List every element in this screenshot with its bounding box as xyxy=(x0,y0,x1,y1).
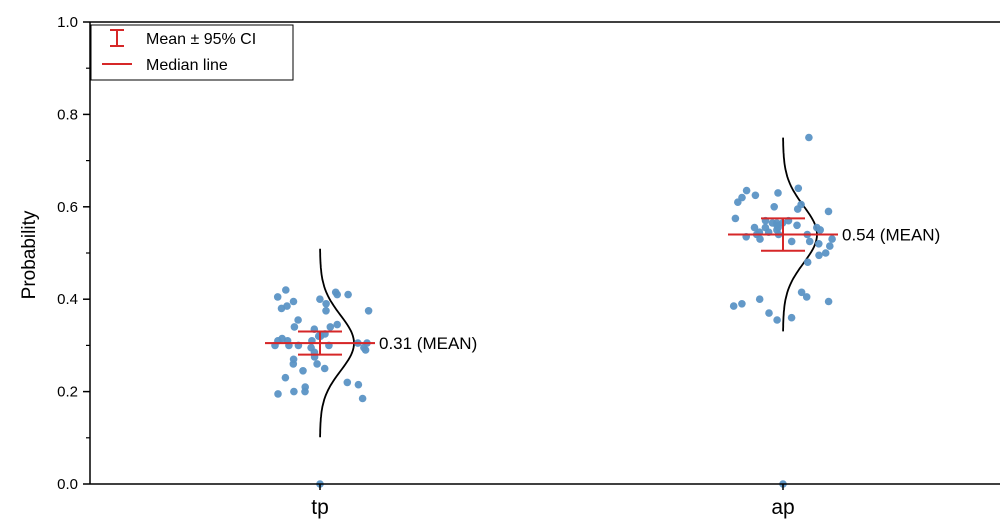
data-point-tp xyxy=(273,293,282,301)
data-point-tp xyxy=(281,373,290,382)
data-point-tp xyxy=(299,367,307,375)
y-tick-label: 0.8 xyxy=(57,106,78,123)
data-point-tp xyxy=(274,390,282,398)
data-point-ap xyxy=(815,240,823,248)
data-point-tp xyxy=(358,394,367,403)
data-point-ap xyxy=(797,288,806,297)
y-tick-label: 1.0 xyxy=(57,14,78,31)
data-point-ap xyxy=(729,302,738,310)
data-point-tp xyxy=(283,302,291,310)
data-point-tp xyxy=(294,316,302,324)
data-point-ap xyxy=(794,184,803,193)
data-point-tp xyxy=(322,307,330,315)
y-tick-label: 0.6 xyxy=(57,199,78,216)
y-tick-label: 0.2 xyxy=(57,384,78,401)
data-point-ap xyxy=(805,237,814,246)
data-point-ap xyxy=(826,242,834,250)
y-tick-label: 0.0 xyxy=(57,476,78,493)
data-point-ap xyxy=(755,295,764,304)
data-point-ap xyxy=(824,297,833,306)
mean-label-tp: 0.31 (MEAN) xyxy=(379,334,477,353)
data-point-tp xyxy=(301,387,309,396)
data-point-ap xyxy=(768,219,777,227)
data-point-tp xyxy=(320,364,329,373)
data-point-tp xyxy=(290,323,299,331)
data-point-tp xyxy=(322,300,330,308)
x-tick-label: ap xyxy=(771,496,794,519)
data-point-ap xyxy=(803,258,812,267)
data-point-tp xyxy=(278,334,286,343)
data-point-tp xyxy=(289,355,298,364)
data-point-tp xyxy=(364,307,373,315)
data-point-ap xyxy=(731,214,740,223)
data-point-ap xyxy=(802,293,811,301)
data-point-ap xyxy=(756,235,764,243)
data-point-ap xyxy=(793,205,802,213)
data-point-ap xyxy=(742,186,751,195)
legend-item-mean-ci: Mean ± 95% CI xyxy=(146,31,256,48)
x-tick-label: tp xyxy=(311,496,329,519)
data-point-tp xyxy=(344,290,352,299)
data-point-tp xyxy=(289,297,298,306)
data-point-tp xyxy=(282,286,290,294)
legend: Mean ± 95% CI Median line xyxy=(90,24,294,81)
data-point-tp xyxy=(326,323,335,331)
data-point-ap xyxy=(734,198,742,206)
data-point-ap xyxy=(815,251,823,260)
data-point-tp xyxy=(313,360,321,368)
data-point-ap xyxy=(750,223,759,232)
data-point-ap xyxy=(765,309,773,317)
plot-layer: 0.31 (MEAN) 0.54 (MEAN) xyxy=(265,133,940,488)
data-point-ap xyxy=(793,221,801,230)
data-point-tp xyxy=(333,320,342,329)
data-point-tp xyxy=(361,346,370,354)
axis-layer: 0.0 0.2 0.4 0.6 0.8 1.0 tp ap xyxy=(57,14,1000,519)
data-point-ap xyxy=(751,191,760,200)
data-point-ap xyxy=(774,189,782,197)
data-point-ap xyxy=(828,235,836,243)
data-point-tp xyxy=(354,380,363,389)
y-axis-title: Probability xyxy=(19,210,40,299)
data-point-ap xyxy=(738,300,746,308)
data-point-ap xyxy=(773,316,781,324)
data-point-tp xyxy=(316,295,324,304)
data-point-tp xyxy=(290,387,298,396)
mean-label-ap: 0.54 (MEAN) xyxy=(842,226,940,245)
data-point-ap xyxy=(824,207,833,216)
legend-box xyxy=(90,24,294,81)
y-tick-label: 0.4 xyxy=(57,291,78,308)
data-point-tp xyxy=(343,378,352,387)
legend-errorbar-icon xyxy=(110,29,124,47)
data-point-ap xyxy=(821,249,830,257)
legend-item-median: Median line xyxy=(146,57,228,74)
data-point-ap xyxy=(787,313,796,322)
data-point-ap xyxy=(805,133,813,142)
data-point-ap xyxy=(787,237,796,246)
data-point-tp xyxy=(333,290,342,299)
data-point-ap xyxy=(770,203,778,211)
data-point-ap xyxy=(816,226,824,234)
